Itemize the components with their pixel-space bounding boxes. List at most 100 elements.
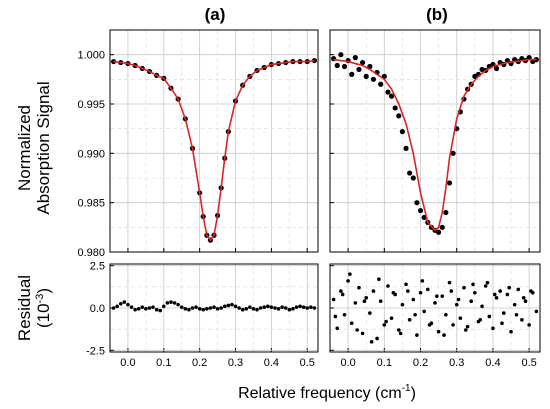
- data-point: [458, 316, 463, 320]
- data-point: [369, 340, 374, 344]
- data-point: [411, 297, 416, 302]
- data-point: [201, 307, 206, 312]
- data-point: [219, 306, 223, 310]
- data-point: [364, 296, 369, 300]
- data-point: [269, 305, 274, 309]
- data-point: [389, 316, 394, 320]
- data-point: [433, 301, 437, 305]
- data-point: [520, 318, 524, 322]
- data-point: [454, 302, 459, 307]
- data-point: [340, 292, 345, 297]
- data-point: [136, 307, 141, 311]
- data-point: [161, 304, 166, 309]
- data-point: [312, 306, 317, 310]
- y-tick-label: 1.000: [77, 50, 105, 62]
- data-point: [487, 314, 492, 319]
- y-tick-label: 0.995: [77, 99, 105, 111]
- x-tick-label: 0.2: [192, 357, 207, 369]
- data-point: [451, 323, 455, 327]
- data-point: [349, 71, 355, 77]
- data-point: [140, 305, 145, 309]
- data-point: [362, 299, 367, 304]
- data-point: [473, 290, 477, 295]
- data-point: [377, 277, 381, 282]
- data-point: [208, 306, 213, 310]
- data-point: [439, 224, 445, 230]
- data-point: [427, 323, 432, 327]
- data-point: [410, 175, 416, 181]
- data-point: [133, 307, 137, 312]
- x-axis-label-end: ): [411, 385, 416, 402]
- data-point: [392, 105, 398, 111]
- data-point: [255, 307, 259, 312]
- data-point: [169, 300, 173, 304]
- data-point: [129, 305, 134, 309]
- data-point: [446, 180, 453, 186]
- data-point: [456, 297, 461, 302]
- data-point: [276, 307, 281, 311]
- data-point: [507, 285, 512, 290]
- data-point: [187, 307, 191, 312]
- data-point: [480, 304, 484, 309]
- data-point: [516, 287, 521, 292]
- data-point: [305, 306, 310, 310]
- panel-label-a: (a): [205, 5, 226, 24]
- data-point: [534, 309, 539, 314]
- data-point: [378, 81, 384, 87]
- data-point: [294, 305, 299, 309]
- data-point: [501, 311, 506, 315]
- data-point: [352, 55, 358, 61]
- data-point: [194, 305, 198, 309]
- data-point: [391, 290, 396, 295]
- x-tick-label: 0.0: [120, 357, 135, 369]
- data-point: [478, 318, 483, 322]
- data-point: [151, 305, 155, 309]
- data-point: [367, 63, 373, 70]
- data-point: [334, 62, 340, 69]
- data-point: [222, 304, 227, 309]
- data-point: [233, 304, 238, 309]
- data-point: [283, 306, 288, 310]
- x-tick-label: 0.2: [413, 357, 428, 369]
- data-point: [172, 301, 177, 305]
- data-point: [420, 279, 425, 283]
- data-point: [398, 331, 403, 336]
- data-point: [240, 307, 245, 312]
- data-point: [115, 304, 119, 309]
- data-point: [443, 209, 449, 216]
- x-tick-label: 0.4: [264, 357, 279, 369]
- data-point: [436, 229, 442, 235]
- data-point: [492, 292, 497, 297]
- data-point: [514, 312, 519, 317]
- data-point: [498, 289, 502, 293]
- data-point: [440, 294, 445, 298]
- data-point: [444, 312, 448, 317]
- data-point: [251, 307, 256, 311]
- data-point: [491, 326, 495, 331]
- data-point: [493, 65, 500, 72]
- data-point: [396, 328, 401, 332]
- data-point: [442, 333, 446, 337]
- data-point: [273, 306, 277, 310]
- x-axis-label: Relative frequency (cm-1): [238, 383, 416, 402]
- data-point: [331, 297, 336, 302]
- axes-frame: [329, 29, 541, 253]
- data-point: [346, 279, 350, 283]
- data-point: [248, 305, 252, 309]
- data-point: [418, 290, 423, 295]
- data-point: [122, 300, 127, 304]
- data-point: [400, 302, 405, 307]
- y-tick-label: 0.990: [77, 148, 105, 160]
- x-tick-label: 0.3: [228, 357, 243, 369]
- data-point: [529, 289, 533, 293]
- data-point: [509, 329, 513, 334]
- data-point: [494, 296, 499, 300]
- data-point: [447, 280, 452, 285]
- y-tick-label: 0.985: [77, 198, 105, 210]
- data-point: [118, 301, 123, 306]
- data-point: [386, 284, 390, 288]
- data-point: [396, 113, 402, 119]
- y-tick-label: 0.0: [90, 303, 105, 315]
- data-point: [355, 328, 359, 332]
